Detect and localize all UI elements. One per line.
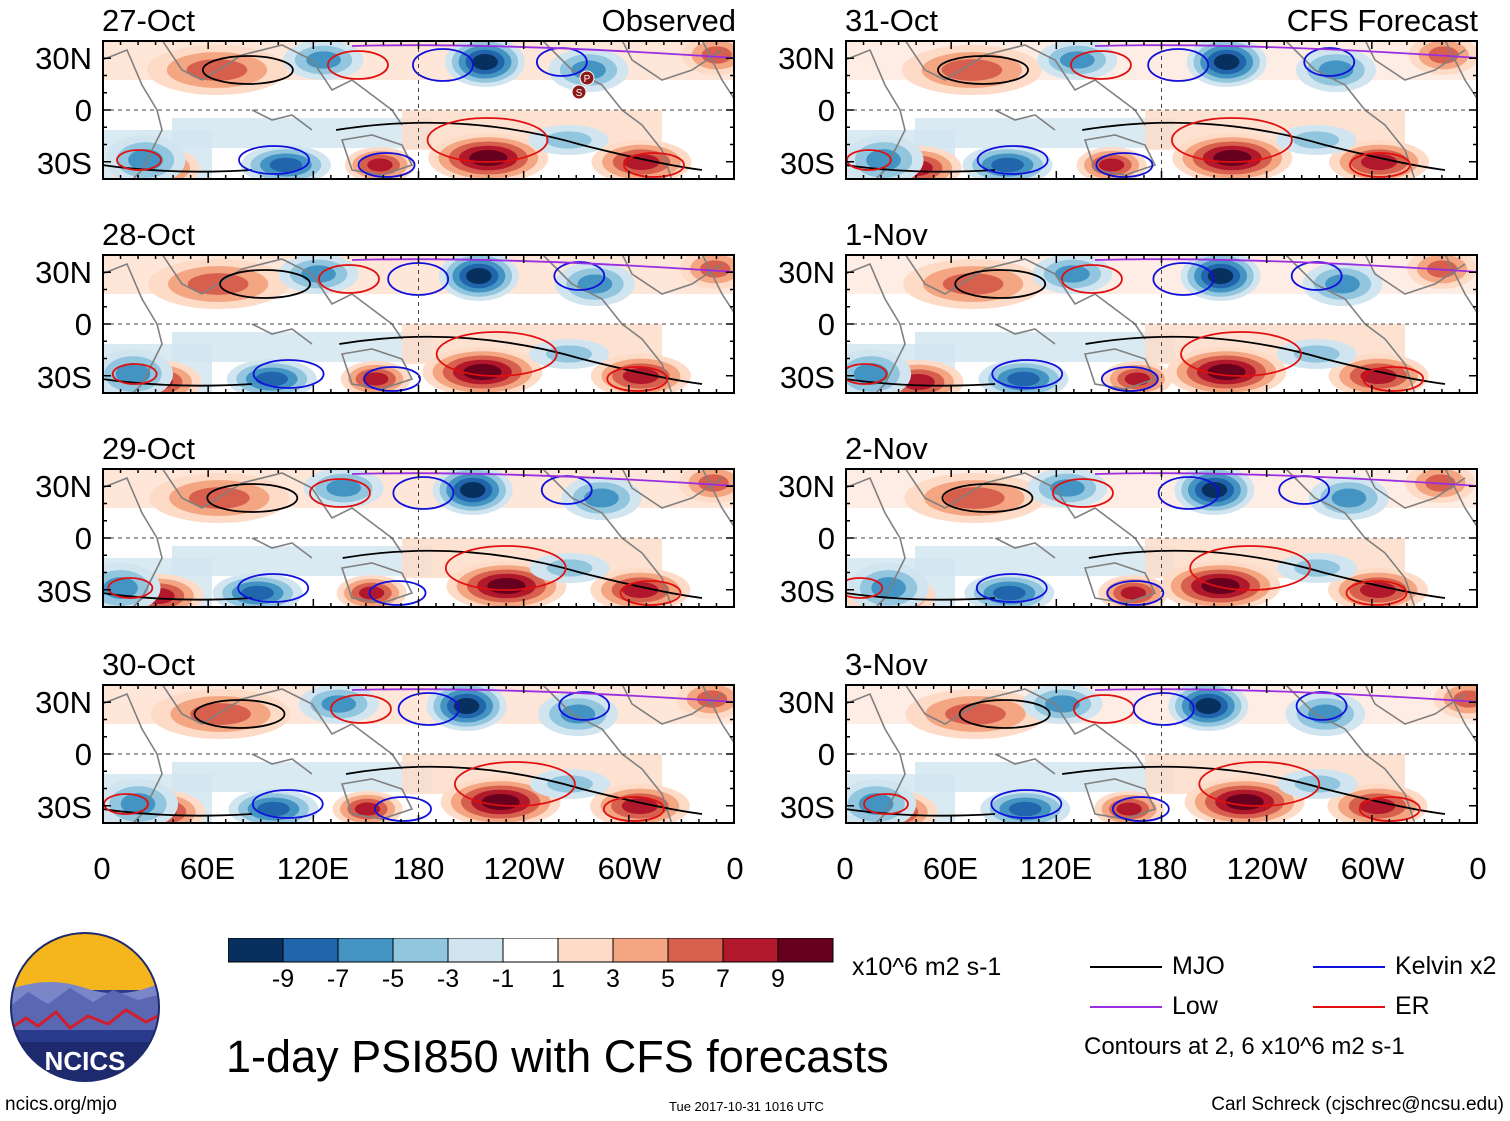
lat-tick-label: 30N	[35, 41, 92, 76]
lat-tick-label: 30S	[36, 360, 92, 395]
lon-tick-label: 0	[726, 851, 744, 886]
lat-tick-label: 30S	[36, 790, 92, 825]
lat-tick-label: 30S	[779, 360, 835, 395]
lon-tick-label: 60E	[179, 851, 236, 886]
author-credit: Carl Schreck (cjschrec@ncsu.edu)	[1211, 1094, 1504, 1115]
lat-tick-label: 30S	[779, 574, 835, 609]
legend-label: MJO	[1172, 952, 1225, 980]
timestamp: Tue 2017-10-31 1016 UTC	[669, 1099, 824, 1114]
lat-tick-label: 30N	[778, 255, 835, 290]
lat-tick-label: 30S	[779, 146, 835, 181]
colorbar-swatch	[447, 938, 504, 963]
chart-title: 1-day PSI850 with CFS forecasts	[226, 1031, 889, 1082]
observed-header: Observed	[601, 3, 736, 38]
lon-tick-label: 60W	[1340, 851, 1405, 886]
colorbar-tick-label: 9	[771, 965, 785, 993]
lat-tick-label: 0	[74, 737, 92, 772]
lon-tick-label: 120W	[483, 851, 565, 886]
storm-marker	[579, 70, 595, 86]
lon-tick-label: 0	[1469, 851, 1487, 886]
legend-line-low	[1090, 1006, 1162, 1008]
panel-date-label: 1-Nov	[845, 217, 928, 252]
colorbar-swatch	[612, 938, 669, 963]
psi850-map-panel	[102, 468, 735, 608]
colorbar-swatch	[228, 938, 284, 963]
colorbar-tick-label: -1	[491, 965, 515, 993]
lat-tick-label: 0	[74, 521, 92, 556]
lat-tick-label: 30S	[36, 574, 92, 609]
colorbar-swatch	[557, 938, 614, 963]
site-link[interactable]: ncics.org/mjo	[5, 1094, 117, 1115]
colorbar-swatch	[777, 938, 834, 963]
lat-tick-label: 30S	[779, 790, 835, 825]
lat-tick-label: 0	[817, 307, 835, 342]
psi850-map-panel	[845, 468, 1478, 608]
legend-line-kelvin-x2	[1313, 966, 1385, 968]
psi850-map-panel	[845, 684, 1478, 824]
legend-line-er	[1313, 1006, 1385, 1008]
panel-date-label: 31-Oct	[845, 3, 939, 38]
colorbar-swatch	[282, 938, 339, 963]
lat-tick-label: 30N	[35, 255, 92, 290]
lon-tick-label: 120E	[276, 851, 350, 886]
panel-date-label: 29-Oct	[102, 431, 196, 466]
lon-tick-label: 120W	[1226, 851, 1308, 886]
lat-tick-label: 30N	[35, 685, 92, 720]
panel-date-label: 27-Oct	[102, 3, 196, 38]
lon-tick-label: 60W	[597, 851, 662, 886]
logo-text: NCICS	[45, 1046, 126, 1076]
colorbar-swatch	[667, 938, 724, 963]
panel-date-label: 28-Oct	[102, 217, 196, 252]
panel-date-label: 30-Oct	[102, 647, 196, 682]
lat-tick-label: 30N	[778, 469, 835, 504]
lat-tick-label: 30N	[778, 685, 835, 720]
lon-tick-label: 60E	[922, 851, 979, 886]
units-label: x10^6 m2 s-1	[852, 953, 1002, 981]
colorbar-tick-label: -3	[436, 965, 460, 993]
storm-marker-label: P	[584, 74, 591, 85]
lon-tick-label: 180	[392, 851, 445, 886]
colorbar-tick-label: 1	[551, 965, 565, 993]
lat-tick-label: 0	[817, 737, 835, 772]
lon-tick-label: 120E	[1019, 851, 1093, 886]
lat-tick-label: 0	[74, 307, 92, 342]
legend-line-mjo	[1090, 966, 1162, 968]
colorbar-tick-label: -9	[271, 965, 295, 993]
legend-label: Kelvin x2	[1395, 952, 1497, 980]
lat-tick-label: 30S	[36, 146, 92, 181]
colorbar-tick-label: 7	[716, 965, 730, 993]
colorbar	[228, 938, 834, 963]
colorbar-swatch	[337, 938, 394, 963]
lat-tick-label: 0	[74, 93, 92, 128]
legend-label: ER	[1395, 992, 1430, 1020]
colorbar-swatch	[722, 938, 779, 963]
panel-date-label: 3-Nov	[845, 647, 928, 682]
contour-note: Contours at 2, 6 x10^6 m2 s-1	[1084, 1033, 1405, 1060]
colorbar-tick-label: 3	[606, 965, 620, 993]
psi850-map-panel: PS	[102, 40, 735, 180]
psi850-map-panel	[845, 40, 1478, 180]
storm-marker-label: S	[576, 88, 583, 99]
psi850-map-panel	[102, 684, 735, 824]
storm-marker	[571, 84, 587, 100]
ncics-logo: NCICS	[10, 932, 160, 1082]
lon-tick-label: 0	[93, 851, 111, 886]
colorbar-swatch	[502, 938, 559, 963]
psi850-map-panel	[102, 254, 735, 394]
psi850-map-panel	[845, 254, 1478, 394]
lon-tick-label: 180	[1135, 851, 1188, 886]
panel-date-label: 2-Nov	[845, 431, 928, 466]
lat-tick-label: 30N	[778, 41, 835, 76]
colorbar-tick-label: -7	[326, 965, 350, 993]
lat-tick-label: 0	[817, 93, 835, 128]
lon-tick-label: 0	[836, 851, 854, 886]
lat-tick-label: 0	[817, 521, 835, 556]
lat-tick-label: 30N	[35, 469, 92, 504]
colorbar-swatch	[392, 938, 449, 963]
colorbar-tick-label: 5	[661, 965, 675, 993]
cfs-forecast-header: CFS Forecast	[1286, 3, 1478, 38]
legend-label: Low	[1172, 992, 1218, 1020]
colorbar-tick-label: -5	[381, 965, 405, 993]
